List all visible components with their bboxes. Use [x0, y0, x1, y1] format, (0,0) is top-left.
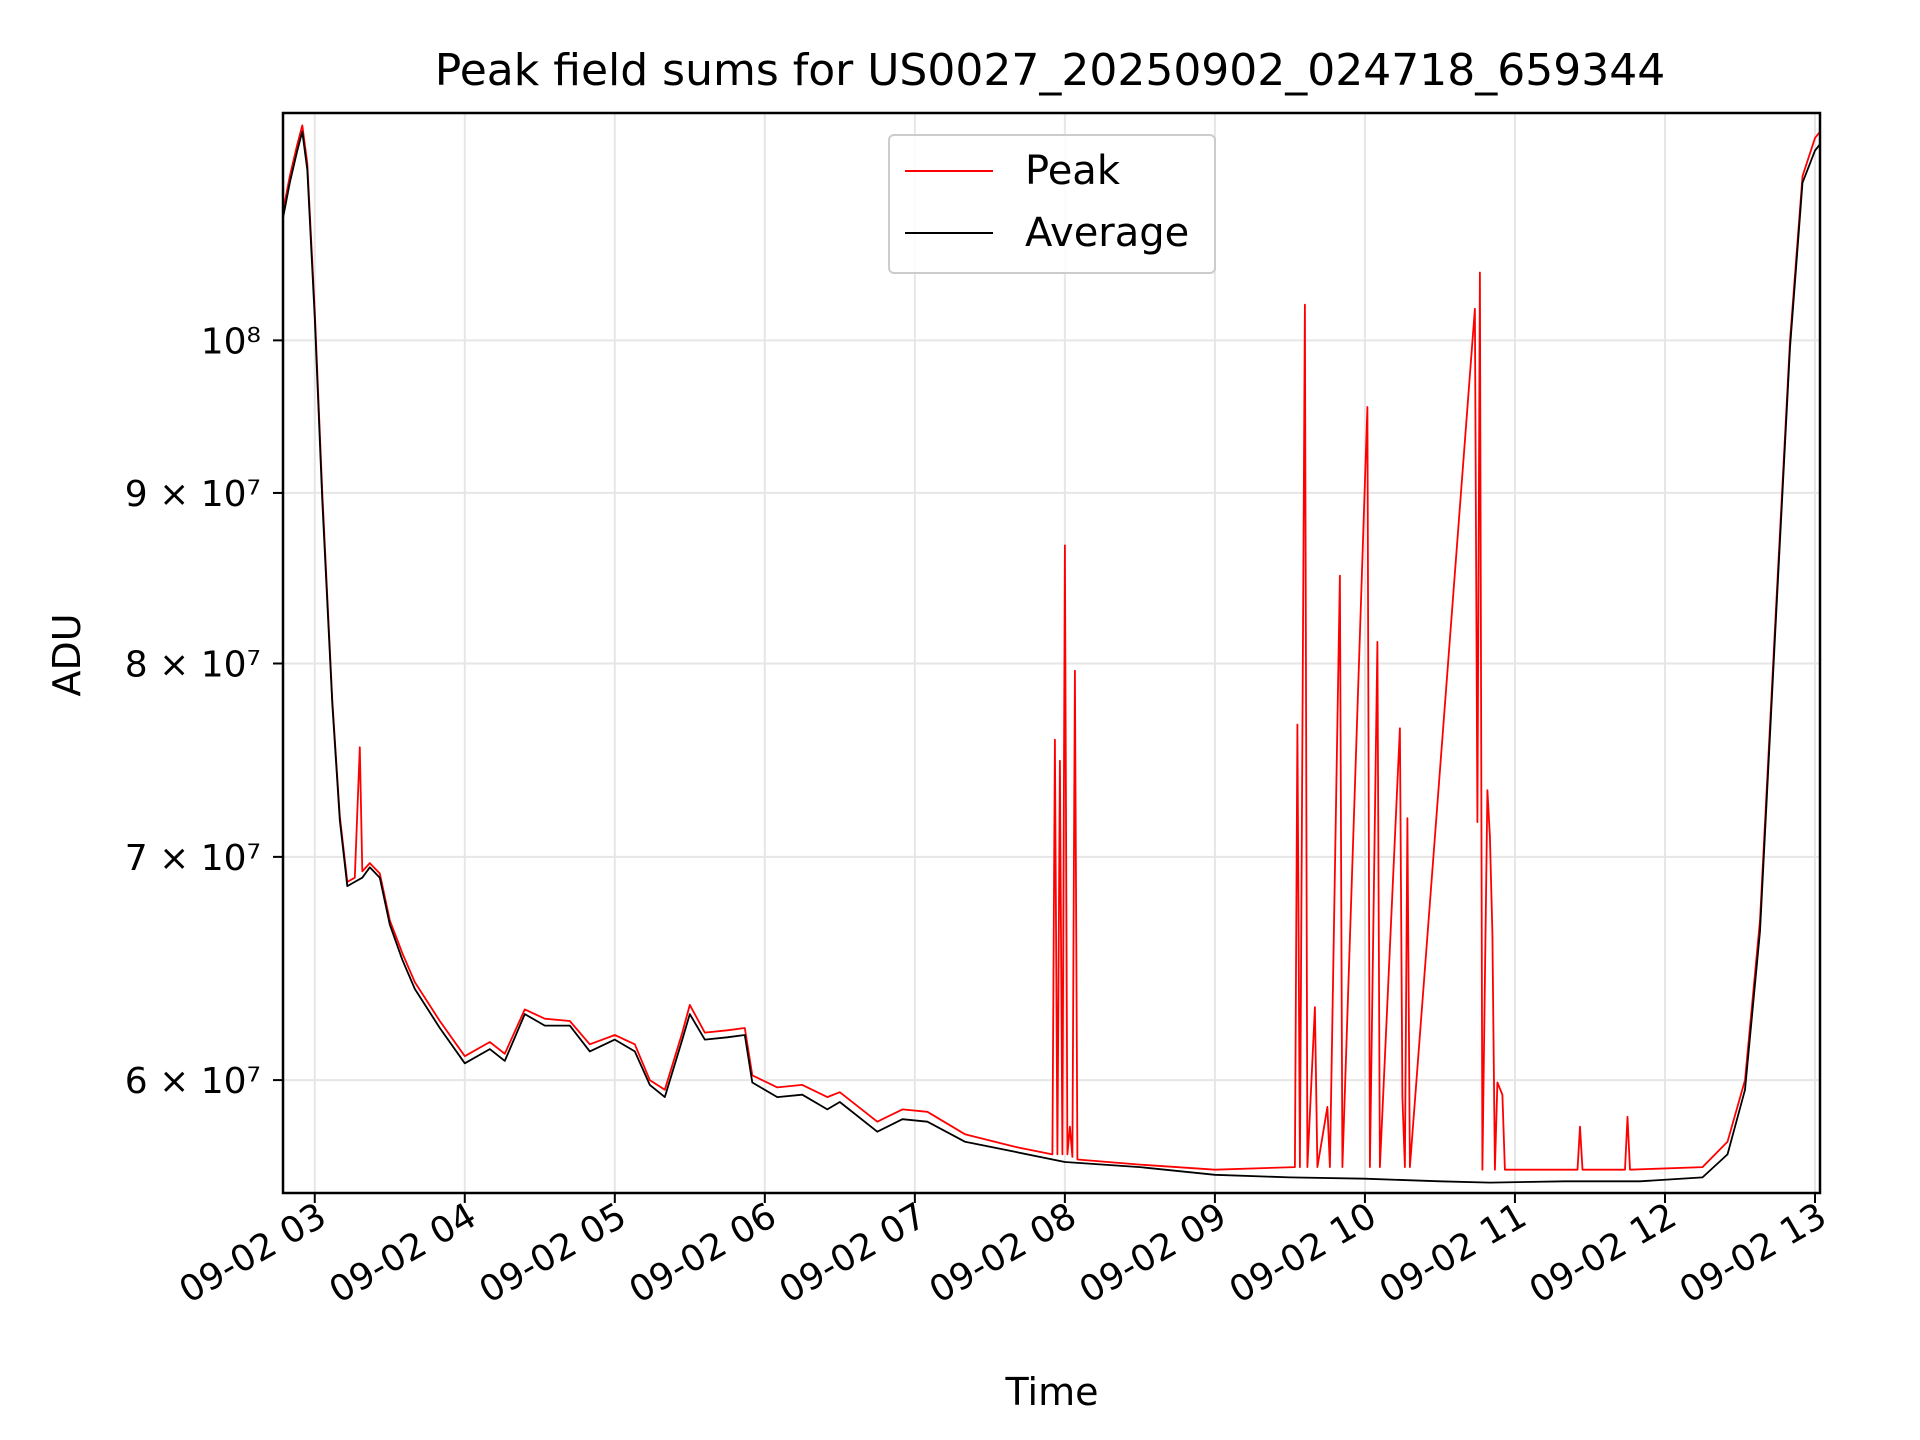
legend: Peak Average	[888, 134, 1216, 274]
series-line-average	[283, 130, 1820, 1184]
y-axis: 6 × 10⁷ 7 × 10⁷ 8 × 10⁷ 9 × 10⁷ 10⁸	[125, 321, 283, 1102]
legend-box	[888, 134, 1216, 274]
chart-title: Peak field sums for US0027_20250902_0247…	[435, 45, 1665, 96]
plot-frame	[281, 111, 1822, 1195]
y-tick-label: 9 × 10⁷	[125, 474, 261, 515]
grid	[283, 113, 1820, 1193]
legend-label-average: Average	[1025, 210, 1189, 256]
y-tick-label: 10⁸	[201, 321, 261, 362]
y-axis-label: ADU	[45, 613, 89, 696]
y-tick-label: 7 × 10⁷	[125, 838, 261, 879]
series-line-peak	[283, 124, 1820, 1171]
series-layer	[283, 124, 1820, 1184]
y-tick-label: 6 × 10⁷	[125, 1061, 261, 1102]
legend-label-peak: Peak	[1025, 148, 1121, 194]
y-tick-label: 8 × 10⁷	[125, 645, 261, 686]
x-axis-label: Time	[1005, 1370, 1099, 1414]
